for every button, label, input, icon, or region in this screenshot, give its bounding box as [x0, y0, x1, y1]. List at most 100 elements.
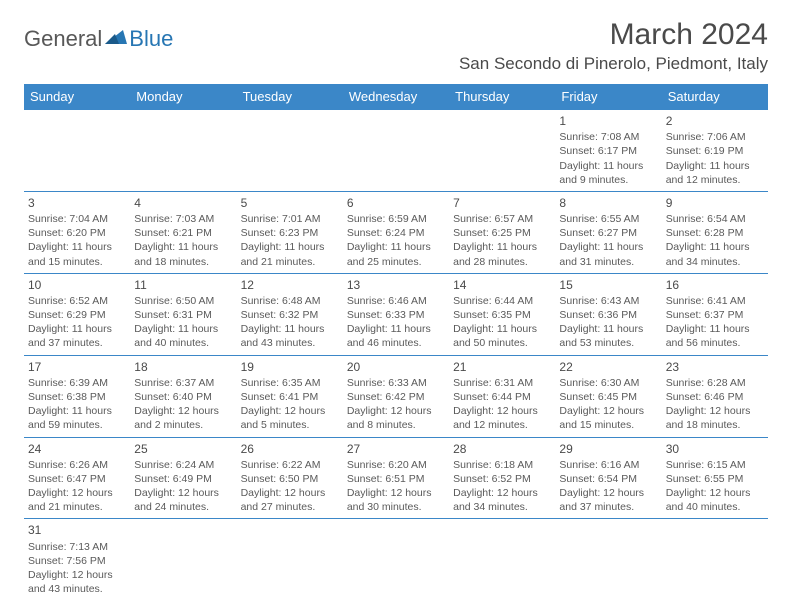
- sunset-text: Sunset: 6:27 PM: [559, 226, 657, 240]
- calendar-cell: 15Sunrise: 6:43 AMSunset: 6:36 PMDayligh…: [555, 273, 661, 355]
- sunrise-text: Sunrise: 6:26 AM: [28, 458, 126, 472]
- sunrise-text: Sunrise: 7:01 AM: [241, 212, 339, 226]
- calendar-cell: 16Sunrise: 6:41 AMSunset: 6:37 PMDayligh…: [662, 273, 768, 355]
- sunset-text: Sunset: 6:37 PM: [666, 308, 764, 322]
- sunset-text: Sunset: 6:52 PM: [453, 472, 551, 486]
- sunrise-text: Sunrise: 6:30 AM: [559, 376, 657, 390]
- sunrise-text: Sunrise: 6:57 AM: [453, 212, 551, 226]
- day-number: 31: [28, 522, 126, 538]
- calendar-cell: 30Sunrise: 6:15 AMSunset: 6:55 PMDayligh…: [662, 437, 768, 519]
- day-number: 11: [134, 277, 232, 293]
- calendar-cell: 23Sunrise: 6:28 AMSunset: 6:46 PMDayligh…: [662, 355, 768, 437]
- calendar-cell-empty: [343, 110, 449, 192]
- sunset-text: Sunset: 6:45 PM: [559, 390, 657, 404]
- daylight-text: Daylight: 12 hours and 2 minutes.: [134, 404, 232, 432]
- calendar-cell: 22Sunrise: 6:30 AMSunset: 6:45 PMDayligh…: [555, 355, 661, 437]
- sunset-text: Sunset: 6:20 PM: [28, 226, 126, 240]
- calendar-cell: 14Sunrise: 6:44 AMSunset: 6:35 PMDayligh…: [449, 273, 555, 355]
- sunrise-text: Sunrise: 7:04 AM: [28, 212, 126, 226]
- day-number: 19: [241, 359, 339, 375]
- day-number: 4: [134, 195, 232, 211]
- daylight-text: Daylight: 11 hours and 40 minutes.: [134, 322, 232, 350]
- day-number: 24: [28, 441, 126, 457]
- calendar-body: 1Sunrise: 7:08 AMSunset: 6:17 PMDaylight…: [24, 110, 768, 605]
- sunrise-text: Sunrise: 6:18 AM: [453, 458, 551, 472]
- sunrise-text: Sunrise: 6:48 AM: [241, 294, 339, 308]
- daylight-text: Daylight: 12 hours and 27 minutes.: [241, 486, 339, 514]
- daylight-text: Daylight: 11 hours and 43 minutes.: [241, 322, 339, 350]
- calendar-cell: 6Sunrise: 6:59 AMSunset: 6:24 PMDaylight…: [343, 191, 449, 273]
- day-number: 9: [666, 195, 764, 211]
- logo: General Blue: [24, 26, 173, 52]
- daylight-text: Daylight: 11 hours and 56 minutes.: [666, 322, 764, 350]
- day-number: 8: [559, 195, 657, 211]
- daylight-text: Daylight: 11 hours and 25 minutes.: [347, 240, 445, 268]
- sunrise-text: Sunrise: 7:03 AM: [134, 212, 232, 226]
- day-number: 5: [241, 195, 339, 211]
- calendar-cell: 18Sunrise: 6:37 AMSunset: 6:40 PMDayligh…: [130, 355, 236, 437]
- calendar-cell: 19Sunrise: 6:35 AMSunset: 6:41 PMDayligh…: [237, 355, 343, 437]
- sunset-text: Sunset: 6:40 PM: [134, 390, 232, 404]
- day-number: 13: [347, 277, 445, 293]
- calendar-cell: 17Sunrise: 6:39 AMSunset: 6:38 PMDayligh…: [24, 355, 130, 437]
- sunset-text: Sunset: 6:32 PM: [241, 308, 339, 322]
- sunset-text: Sunset: 6:28 PM: [666, 226, 764, 240]
- calendar-cell: 2Sunrise: 7:06 AMSunset: 6:19 PMDaylight…: [662, 110, 768, 192]
- daylight-text: Daylight: 11 hours and 46 minutes.: [347, 322, 445, 350]
- calendar-cell-empty: [130, 519, 236, 604]
- day-header: Thursday: [449, 84, 555, 110]
- daylight-text: Daylight: 11 hours and 37 minutes.: [28, 322, 126, 350]
- daylight-text: Daylight: 11 hours and 50 minutes.: [453, 322, 551, 350]
- day-header-row: SundayMondayTuesdayWednesdayThursdayFrid…: [24, 84, 768, 110]
- day-number: 21: [453, 359, 551, 375]
- day-header: Friday: [555, 84, 661, 110]
- daylight-text: Daylight: 11 hours and 9 minutes.: [559, 159, 657, 187]
- day-header: Saturday: [662, 84, 768, 110]
- daylight-text: Daylight: 11 hours and 21 minutes.: [241, 240, 339, 268]
- calendar-cell: 20Sunrise: 6:33 AMSunset: 6:42 PMDayligh…: [343, 355, 449, 437]
- day-number: 26: [241, 441, 339, 457]
- sunrise-text: Sunrise: 6:28 AM: [666, 376, 764, 390]
- sunrise-text: Sunrise: 7:08 AM: [559, 130, 657, 144]
- daylight-text: Daylight: 11 hours and 12 minutes.: [666, 159, 764, 187]
- calendar-cell: 10Sunrise: 6:52 AMSunset: 6:29 PMDayligh…: [24, 273, 130, 355]
- day-number: 10: [28, 277, 126, 293]
- calendar-cell-empty: [130, 110, 236, 192]
- day-number: 2: [666, 113, 764, 129]
- sunrise-text: Sunrise: 6:43 AM: [559, 294, 657, 308]
- calendar-cell: 13Sunrise: 6:46 AMSunset: 6:33 PMDayligh…: [343, 273, 449, 355]
- daylight-text: Daylight: 12 hours and 34 minutes.: [453, 486, 551, 514]
- day-number: 23: [666, 359, 764, 375]
- calendar-cell: 1Sunrise: 7:08 AMSunset: 6:17 PMDaylight…: [555, 110, 661, 192]
- sunrise-text: Sunrise: 7:06 AM: [666, 130, 764, 144]
- daylight-text: Daylight: 12 hours and 43 minutes.: [28, 568, 126, 596]
- day-number: 28: [453, 441, 551, 457]
- calendar-cell-empty: [24, 110, 130, 192]
- calendar-cell-empty: [449, 110, 555, 192]
- sunset-text: Sunset: 6:42 PM: [347, 390, 445, 404]
- calendar-cell: 21Sunrise: 6:31 AMSunset: 6:44 PMDayligh…: [449, 355, 555, 437]
- calendar-cell-empty: [555, 519, 661, 604]
- sunset-text: Sunset: 6:29 PM: [28, 308, 126, 322]
- calendar-cell-empty: [237, 519, 343, 604]
- day-number: 6: [347, 195, 445, 211]
- logo-icon: [105, 28, 127, 51]
- calendar-table: SundayMondayTuesdayWednesdayThursdayFrid…: [24, 84, 768, 604]
- day-header: Wednesday: [343, 84, 449, 110]
- sunrise-text: Sunrise: 6:55 AM: [559, 212, 657, 226]
- day-header: Sunday: [24, 84, 130, 110]
- calendar-cell: 29Sunrise: 6:16 AMSunset: 6:54 PMDayligh…: [555, 437, 661, 519]
- daylight-text: Daylight: 11 hours and 34 minutes.: [666, 240, 764, 268]
- sunset-text: Sunset: 6:47 PM: [28, 472, 126, 486]
- sunset-text: Sunset: 6:33 PM: [347, 308, 445, 322]
- calendar-cell: 27Sunrise: 6:20 AMSunset: 6:51 PMDayligh…: [343, 437, 449, 519]
- calendar-cell: 28Sunrise: 6:18 AMSunset: 6:52 PMDayligh…: [449, 437, 555, 519]
- sunrise-text: Sunrise: 6:20 AM: [347, 458, 445, 472]
- day-number: 18: [134, 359, 232, 375]
- calendar-cell: 26Sunrise: 6:22 AMSunset: 6:50 PMDayligh…: [237, 437, 343, 519]
- sunset-text: Sunset: 6:50 PM: [241, 472, 339, 486]
- day-header: Monday: [130, 84, 236, 110]
- sunrise-text: Sunrise: 6:39 AM: [28, 376, 126, 390]
- calendar-cell: 25Sunrise: 6:24 AMSunset: 6:49 PMDayligh…: [130, 437, 236, 519]
- calendar-row: 17Sunrise: 6:39 AMSunset: 6:38 PMDayligh…: [24, 355, 768, 437]
